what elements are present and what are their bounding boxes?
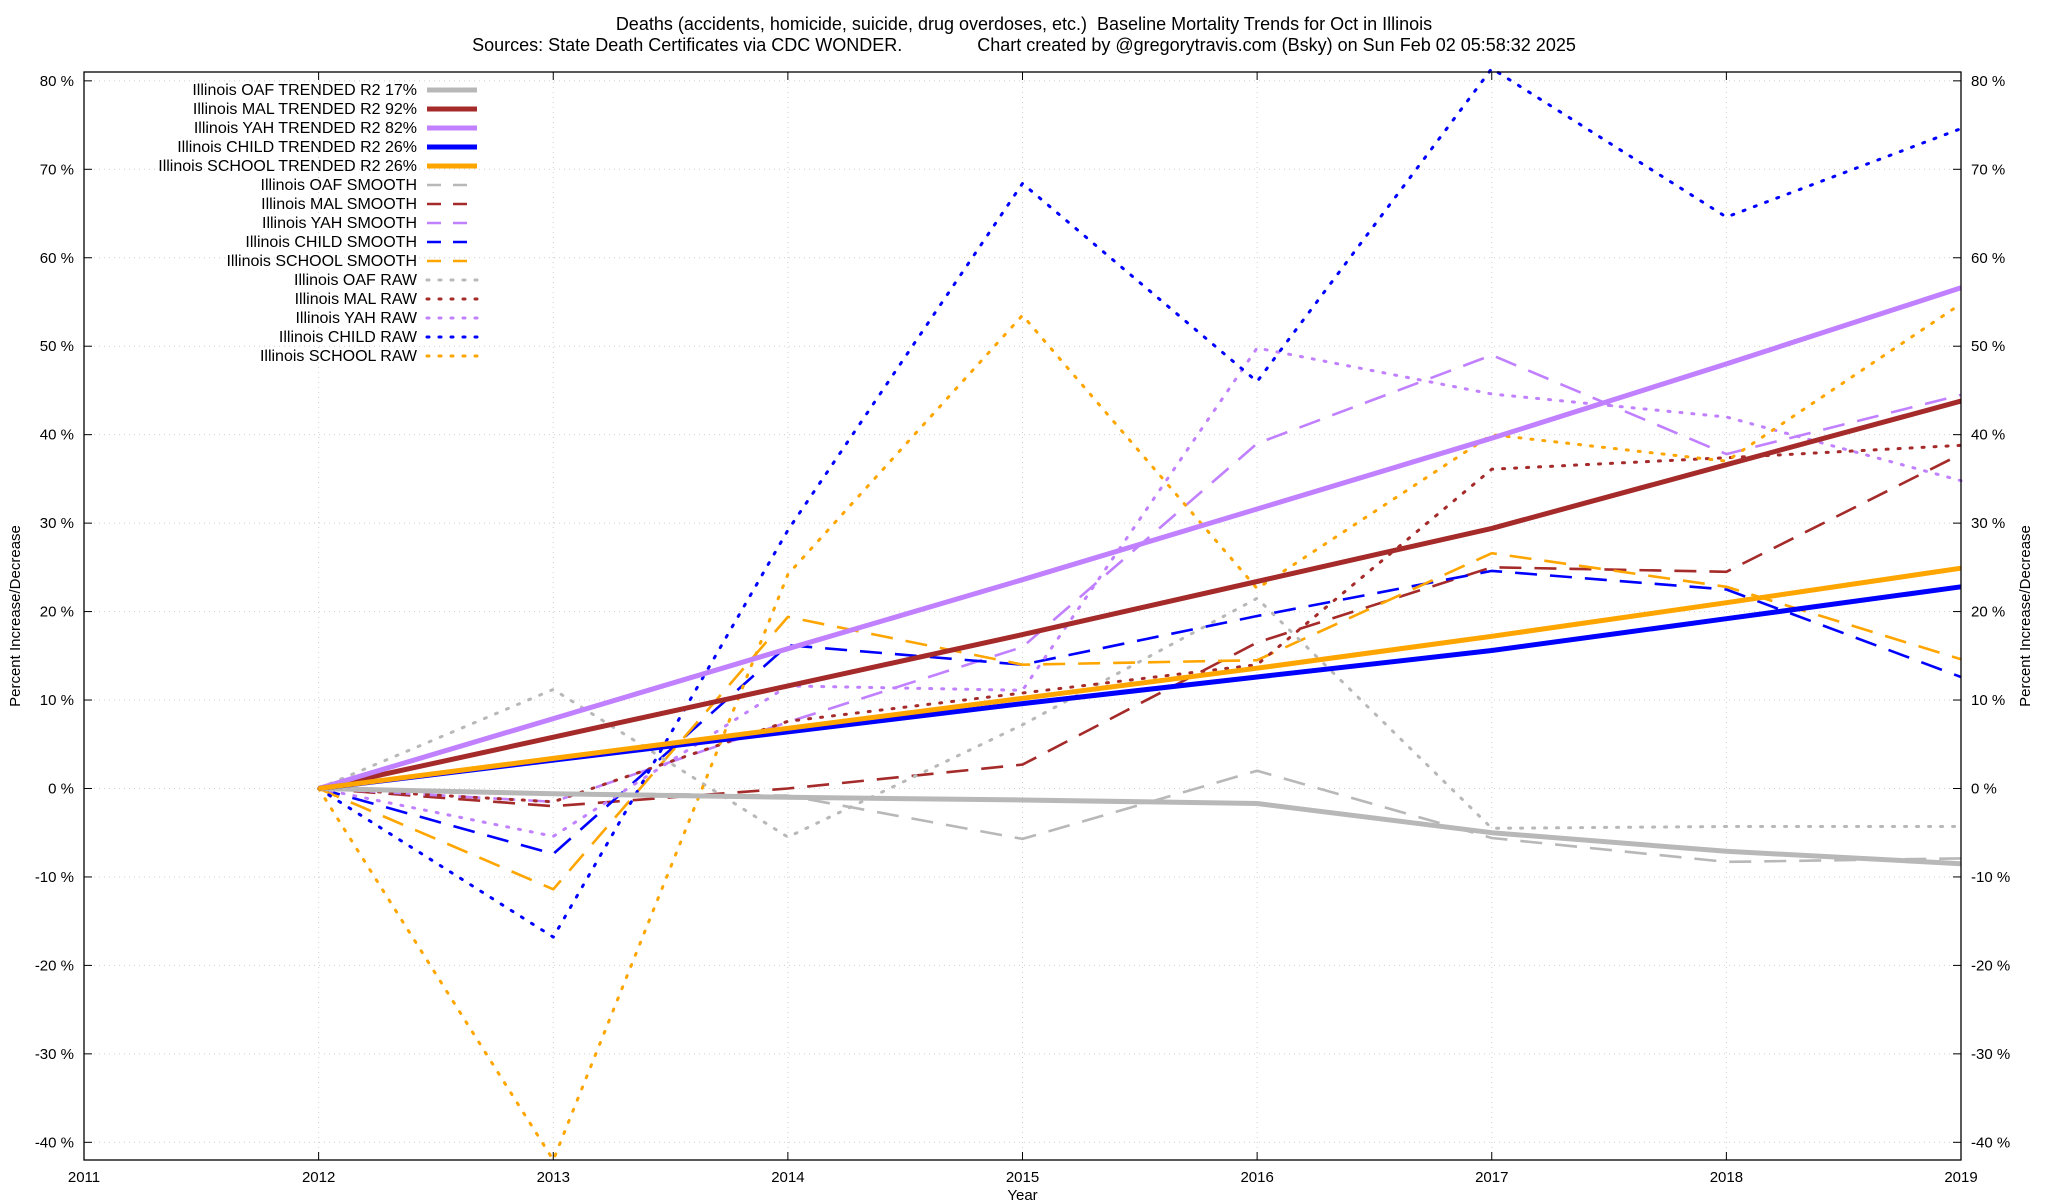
y-tick-label-left: 60 % <box>40 250 74 267</box>
x-tick-label: 2014 <box>771 1169 804 1186</box>
y-tick-label-left: 40 % <box>40 427 74 444</box>
series-line-illinois-school-raw <box>317 302 1963 1162</box>
series-line-illinois-oaf-trended-r2-17 <box>318 786 1962 867</box>
series-line-illinois-oaf-raw <box>317 596 1963 839</box>
y-tick-label-right: 60 % <box>1971 250 2005 267</box>
x-tick-label: 2012 <box>302 1169 335 1186</box>
y-tick-label-left: 30 % <box>40 515 74 532</box>
legend-label: Illinois SCHOOL SMOOTH <box>226 253 417 270</box>
series-line-illinois-child-smooth <box>318 569 1962 856</box>
series-line-illinois-mal-trended-r2-92 <box>318 398 1962 791</box>
legend-label: Illinois CHILD TRENDED R2 26% <box>177 139 417 156</box>
y-tick-label-left: -40 % <box>35 1134 74 1151</box>
y-tick-label-right: 10 % <box>1971 692 2005 709</box>
axes: 2011 2012 2013 2014 2015 2016 2017 2018 2019 -40 … <box>35 72 2010 1186</box>
x-tick-label: 2013 <box>537 1169 570 1186</box>
y-tick-label-left: 10 % <box>40 692 74 709</box>
y-tick-label-right: -30 % <box>1971 1046 2010 1063</box>
y-tick-label-right: 30 % <box>1971 515 2005 532</box>
legend: Illinois OAF TRENDED R2 17% Illinois MAL … <box>158 82 479 365</box>
legend-label: Illinois SCHOOL RAW <box>260 348 418 365</box>
series-line-illinois-school-smooth <box>318 551 1962 891</box>
x-axis-label: Year <box>1007 1187 1037 1200</box>
y-axis-label-right: Percent Increase/Decrease <box>2017 525 2034 707</box>
y-tick-label-left: -20 % <box>35 957 74 974</box>
legend-label: Illinois YAH RAW <box>295 310 417 327</box>
legend-label: Illinois OAF SMOOTH <box>261 177 417 194</box>
x-tick-label: 2019 <box>1944 1169 1977 1186</box>
y-tick-label-right: -20 % <box>1971 957 2010 974</box>
series-line-illinois-mal-raw <box>317 443 1963 804</box>
y-tick-label-right: -10 % <box>1971 869 2010 886</box>
legend-label: Illinois MAL RAW <box>295 291 418 308</box>
legend-label: Illinois MAL TRENDED R2 92% <box>193 101 417 118</box>
y-tick-label-right: -40 % <box>1971 1134 2010 1151</box>
y-tick-label-left: -10 % <box>35 869 74 886</box>
legend-label: Illinois CHILD RAW <box>279 329 418 346</box>
y-tick-label-right: 20 % <box>1971 604 2005 621</box>
y-tick-label-right: 40 % <box>1971 427 2005 444</box>
series-layer <box>317 67 1963 1162</box>
y-tick-label-left: 50 % <box>40 338 74 355</box>
y-tick-label-right: 80 % <box>1971 73 2005 90</box>
chart-title: Deaths (accidents, homicide, suicide, dr… <box>615 14 1433 34</box>
y-tick-label-left: 20 % <box>40 604 74 621</box>
legend-label: Illinois CHILD SMOOTH <box>245 234 417 251</box>
y-tick-label-right: 70 % <box>1971 161 2005 178</box>
series-line-illinois-yah-trended-r2-82 <box>317 285 1962 791</box>
y-tick-label-right: 0 % <box>1971 780 1997 797</box>
legend-label: Illinois OAF RAW <box>294 272 418 289</box>
series-line-illinois-yah-raw <box>317 346 1963 838</box>
y-tick-label-left: 0 % <box>48 780 74 797</box>
y-axis-label-left: Percent Increase/Decrease <box>7 525 24 707</box>
y-tick-label-right: 50 % <box>1971 338 2005 355</box>
x-tick-label: 2018 <box>1710 1169 1743 1186</box>
series-line-illinois-school-trended-r2-26 <box>318 565 1962 791</box>
chart-subtitle: Sources: State Death Certificates via CD… <box>472 35 1576 55</box>
legend-label: Illinois YAH SMOOTH <box>262 215 417 232</box>
legend-label: Illinois OAF TRENDED R2 17% <box>192 82 417 99</box>
x-tick-label: 2015 <box>1006 1169 1039 1186</box>
legend-label: Illinois YAH TRENDED R2 82% <box>194 120 417 137</box>
y-tick-label-left: 70 % <box>40 161 74 178</box>
series-line-illinois-child-raw <box>317 67 1963 939</box>
y-tick-label-left: 80 % <box>40 73 74 90</box>
y-tick-label-left: -30 % <box>35 1046 74 1063</box>
x-tick-label: 2016 <box>1240 1169 1273 1186</box>
x-tick-label: 2017 <box>1475 1169 1508 1186</box>
legend-label: Illinois MAL SMOOTH <box>261 196 417 213</box>
series-line-illinois-mal-smooth <box>318 452 1962 808</box>
x-tick-label: 2011 <box>68 1169 100 1186</box>
legend-label: Illinois SCHOOL TRENDED R2 26% <box>158 158 417 175</box>
